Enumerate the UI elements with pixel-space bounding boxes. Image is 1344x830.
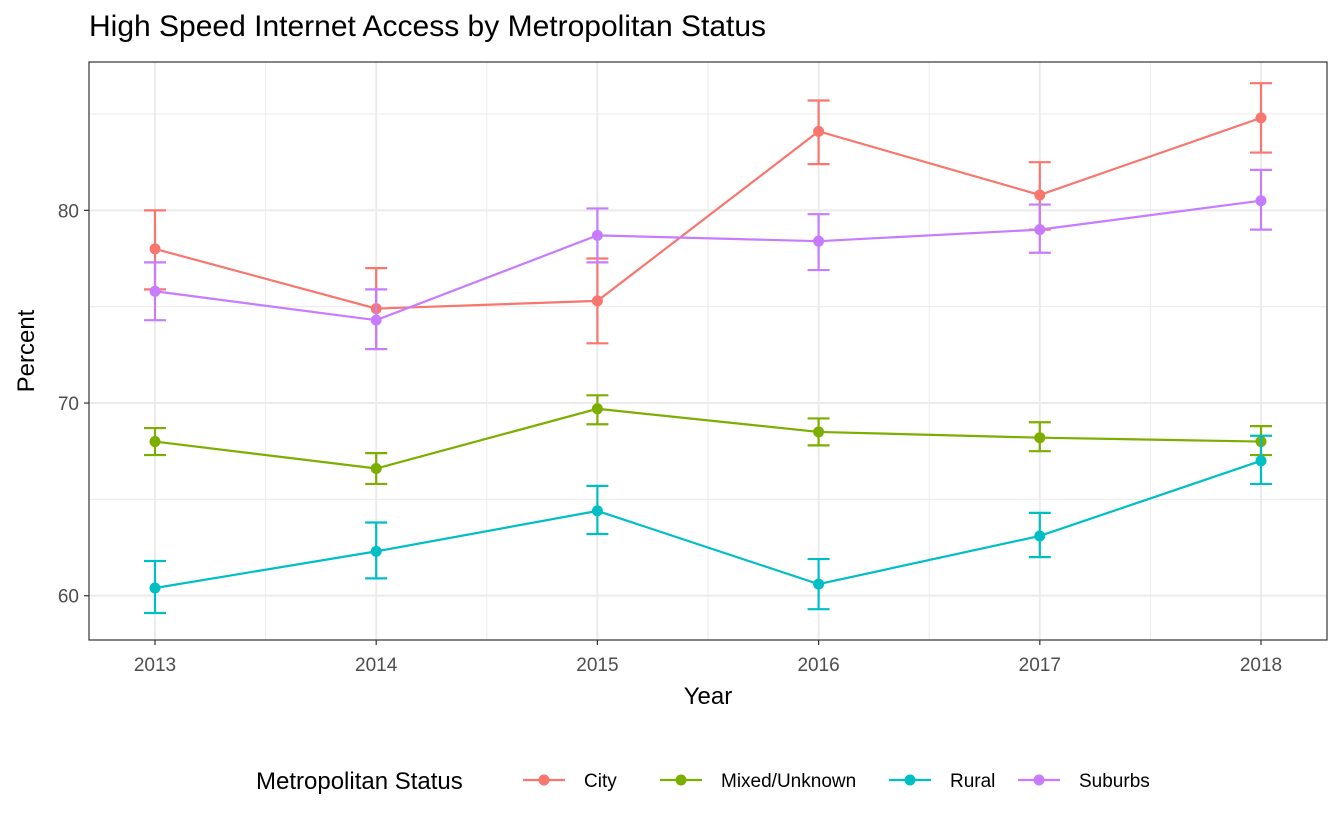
- legend-item: Mixed/Unknown: [660, 771, 856, 792]
- axes-layer: 60 70 80 2013 2014 2015 2016 2017 2018: [58, 201, 1282, 676]
- data-point: [813, 235, 825, 247]
- legend-key-point: [538, 774, 550, 786]
- data-point: [591, 505, 603, 517]
- legend: Metropolitan Status City Mixed/Unknown Rur…: [256, 768, 1150, 795]
- data-point: [591, 229, 603, 241]
- chart-title: High Speed Internet Access by Metropolit…: [89, 10, 767, 43]
- legend-label: Rural: [950, 771, 995, 792]
- grid-layer: [89, 62, 1327, 640]
- data-point: [591, 295, 603, 307]
- legend-items: City Mixed/Unknown Rural Suburbs: [523, 771, 1150, 792]
- series-line: [154, 459, 1262, 590]
- data-point: [591, 403, 603, 415]
- data-point: [813, 125, 825, 137]
- series-layer: [144, 82, 1272, 615]
- data-point: [149, 243, 161, 255]
- legend-title: Metropolitan Status: [256, 768, 463, 795]
- data-point: [1034, 432, 1046, 444]
- data-point: [149, 436, 161, 448]
- series-line: [154, 199, 1262, 322]
- data-point: [1255, 455, 1267, 467]
- y-axis-title: Percent: [13, 309, 40, 392]
- x-tick-label: 2018: [1240, 655, 1282, 676]
- data-point: [149, 582, 161, 594]
- x-tick-label: 2016: [797, 655, 839, 676]
- y-tick-label: 60: [58, 587, 79, 608]
- data-point: [1034, 189, 1046, 201]
- x-axis-title: Year: [684, 683, 733, 710]
- data-point: [149, 285, 161, 297]
- data-point: [370, 545, 382, 557]
- legend-key-point: [1033, 774, 1045, 786]
- x-tick-label: 2013: [134, 655, 176, 676]
- data-point: [1255, 195, 1267, 207]
- x-tick-label: 2014: [355, 655, 398, 676]
- data-point: [1034, 224, 1046, 236]
- series-line: [154, 116, 1262, 310]
- legend-item: Rural: [889, 771, 995, 792]
- series-suburbs: [144, 168, 1272, 351]
- legend-key-point: [675, 774, 687, 786]
- legend-label: Suburbs: [1079, 771, 1150, 792]
- x-tick-label: 2015: [576, 655, 618, 676]
- series-mixed-unknown: [144, 394, 1272, 486]
- series-line: [154, 407, 1262, 470]
- legend-key-point: [904, 774, 916, 786]
- legend-label: Mixed/Unknown: [721, 771, 856, 792]
- y-tick-label: 70: [58, 394, 79, 415]
- y-tick-label: 80: [58, 201, 79, 222]
- data-point: [370, 463, 382, 475]
- legend-item: City: [523, 771, 617, 792]
- data-point: [813, 578, 825, 590]
- series-rural: [144, 434, 1272, 615]
- legend-label: City: [584, 771, 617, 792]
- data-point: [1255, 112, 1267, 124]
- legend-item: Suburbs: [1018, 771, 1150, 792]
- data-point: [370, 314, 382, 326]
- panel-border: [88, 61, 1328, 641]
- data-point: [813, 426, 825, 438]
- data-point: [1034, 530, 1046, 542]
- x-tick-label: 2017: [1019, 655, 1061, 676]
